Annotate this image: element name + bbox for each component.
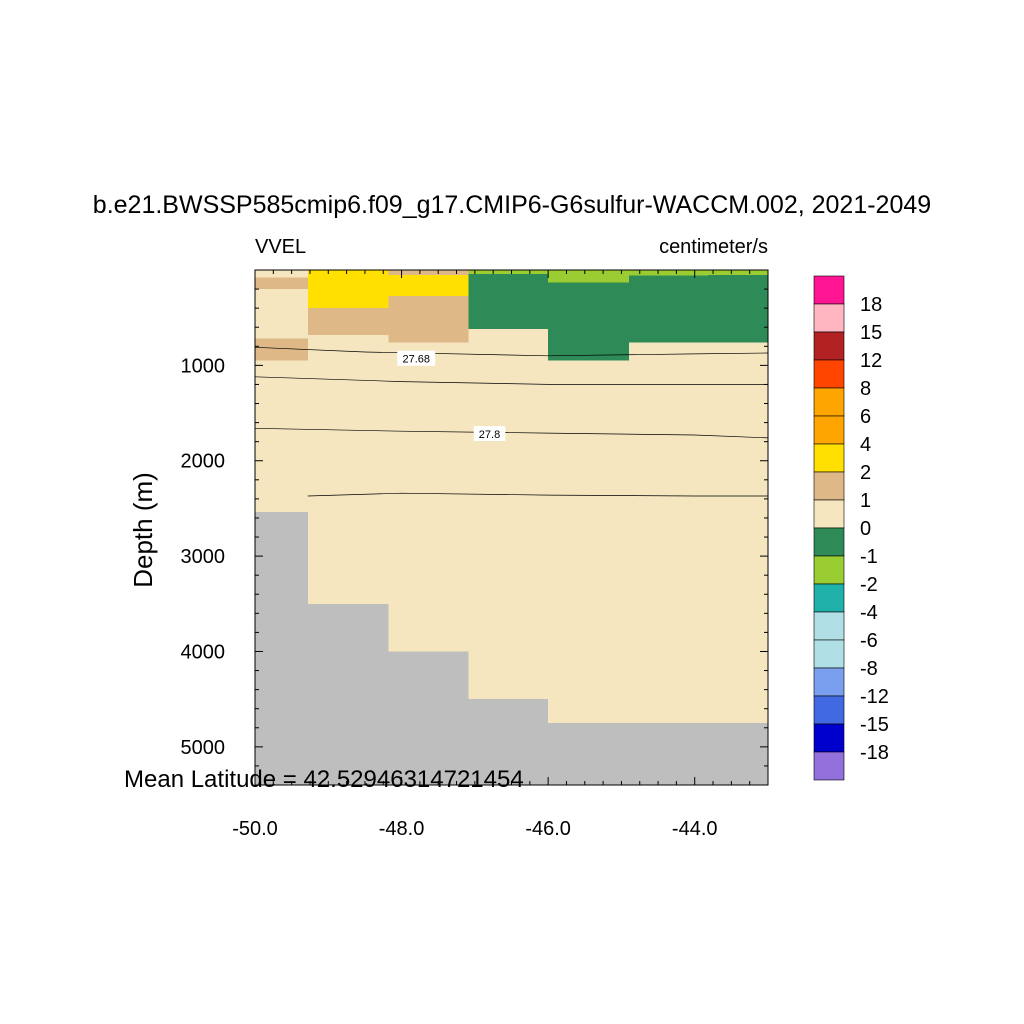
y-tick-label: 5000 [181,737,226,759]
heatmap-cell [388,295,469,343]
x-tick-label: -46.0 [525,818,571,840]
heatmap-cell [628,275,708,343]
colorbar-label: -8 [860,658,878,680]
y-tick-label: 3000 [181,546,226,568]
colorbar-label: -12 [860,686,889,708]
colorbar-label: 2 [860,462,871,484]
bathymetry-block [388,651,469,785]
chart-title: b.e21.BWSSP585cmip6.f09_g17.CMIP6-G6sulf… [93,191,931,219]
y-tick-label: 1000 [181,355,226,377]
heatmap-cell [628,270,708,276]
x-tick-label: -48.0 [379,818,425,840]
colorbar-swatch [813,359,845,389]
bathymetry-block [255,512,308,785]
colorbar: 18 15 12 8 6 4 2 1 0 -1 -2 -4 -6 -8 -12 -15 -18 [813,275,889,781]
colorbar-swatch [813,415,845,445]
colorbar-swatch [813,723,845,753]
colorbar-swatch [813,443,845,473]
heatmap-cell [307,270,389,309]
colorbar-swatch [813,639,845,669]
colorbar-label: -6 [860,630,878,652]
colorbar-label: 8 [860,378,871,400]
colorbar-label: -4 [860,602,878,624]
colorbar-swatch [813,751,845,781]
heatmap-cell [548,282,629,361]
contour-label: 27.8 [479,429,500,441]
heatmap-cell [707,274,768,343]
colorbar-label: -18 [860,742,889,764]
heatmap-cell [255,277,308,290]
plot-area: 27.68 27.8 [254,269,769,786]
units-label: centimeter/s [659,236,768,258]
heatmap-cell [307,308,389,335]
colorbar-label: -2 [860,574,878,596]
contour-label-box [397,350,436,366]
contour-label-box [473,426,506,442]
colorbar-swatch [813,611,845,641]
heatmap-cell [388,270,469,275]
colorbar-swatch [813,331,845,361]
y-tick-label: 4000 [181,641,226,663]
heatmap-cell [255,270,308,278]
heatmap-cell [255,289,308,339]
y-axis: 1000 2000 3000 4000 5000 [181,288,768,786]
colorbar-swatch [813,555,845,585]
colorbar-swatch [813,303,845,333]
variable-label: VVEL [255,236,306,258]
colorbar-swatch [813,583,845,613]
x-tick-label: -50.0 [232,818,278,840]
colorbar-swatch [813,527,845,557]
y-tick-label: 2000 [181,451,226,473]
x-tick-label: -44.0 [672,818,718,840]
colorbar-swatch [813,275,845,305]
colorbar-label: 4 [860,434,871,456]
y-axis-label: Depth (m) [128,472,158,588]
contour-line [254,427,769,439]
colorbar-swatch [813,387,845,417]
colorbar-label: -1 [860,546,878,568]
heatmap-cell [388,274,469,296]
heatmap-cell [468,270,549,274]
mean-latitude-annotation: Mean Latitude = 42.52946314721454 [124,766,524,793]
colorbar-label: -15 [860,714,889,736]
colorbar-label: 6 [860,406,871,428]
x-axis: -50.0 -48.0 -46.0 -44.0 [232,270,769,840]
heatmap-cell [548,270,629,283]
colorbar-label: 18 [860,294,882,316]
colorbar-label: 1 [860,490,871,512]
colorbar-swatch [813,695,845,725]
colorbar-swatch [813,499,845,529]
colorbar-swatch [813,667,845,697]
colorbar-swatch [813,471,845,501]
heatmap-cell [707,270,768,275]
bathymetry-block [548,723,768,785]
heatmap-cell [468,273,549,330]
contour-line [254,376,768,385]
contour-line [254,346,769,357]
contour-line [307,492,768,497]
bathymetry-block [307,603,389,785]
heatmap-cell [255,338,308,361]
contour-label: 27.68 [402,354,430,366]
colorbar-label: 0 [860,518,871,540]
colorbar-label: 15 [860,322,882,344]
colorbar-label: 12 [860,350,882,372]
bathymetry-block [468,699,549,785]
